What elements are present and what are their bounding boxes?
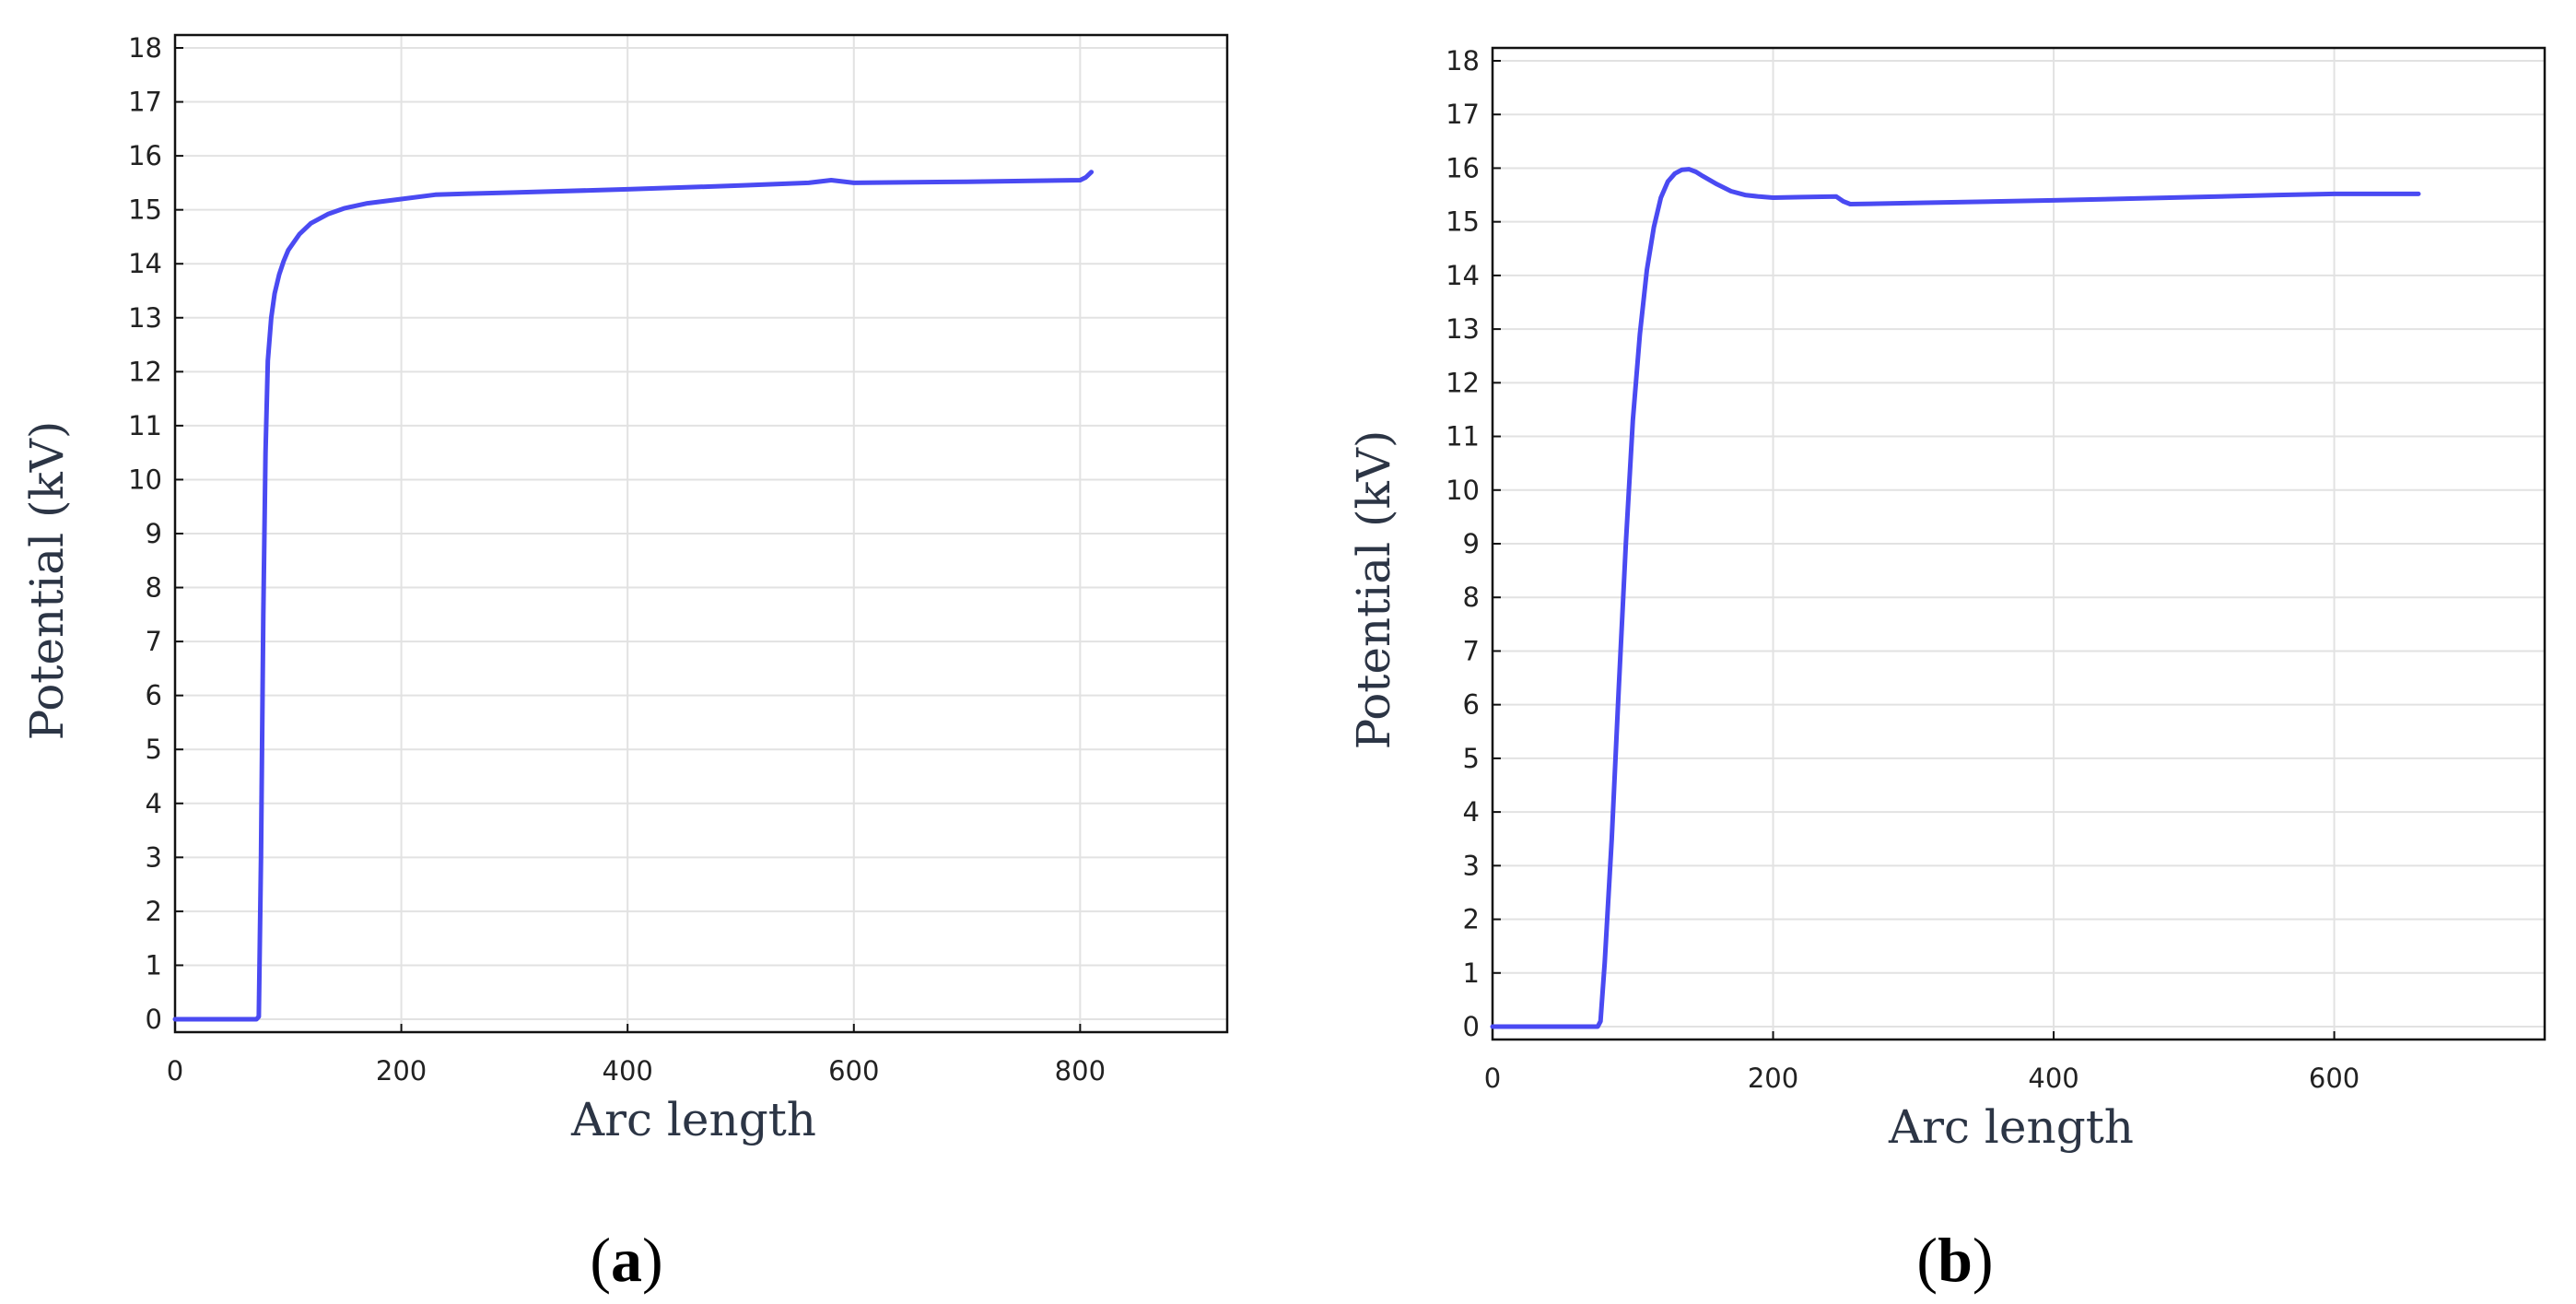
y-tick-label: 14 — [1446, 260, 1480, 291]
y-tick-label: 3 — [1463, 850, 1480, 881]
y-tick-label: 5 — [146, 734, 162, 765]
y-tick-label: 10 — [1446, 475, 1480, 506]
panel-label: (b) — [1916, 1225, 1993, 1295]
panel-label: (a) — [590, 1225, 662, 1295]
y-tick-label: 1 — [1463, 957, 1480, 989]
series-line — [1490, 167, 2421, 1029]
y-tick-label: 2 — [1463, 904, 1480, 935]
y-tick-label: 4 — [146, 788, 162, 819]
x-tick-label: 600 — [828, 1055, 879, 1087]
plot-frame — [173, 33, 1229, 1034]
y-tick-label: 9 — [1463, 528, 1480, 559]
y-tick-label: 3 — [146, 841, 162, 873]
x-tick-label: 200 — [376, 1055, 427, 1087]
y-tick-label: 6 — [1463, 689, 1480, 721]
y-tick-label: 16 — [128, 140, 162, 171]
y-tick-label: 6 — [146, 680, 162, 711]
y-tick-label: 11 — [1446, 421, 1480, 452]
y-tick-label: 2 — [146, 896, 162, 927]
y-tick-label: 0 — [1463, 1011, 1480, 1042]
y-tick-label: 8 — [146, 572, 162, 604]
y-tick-label: 14 — [128, 248, 162, 279]
y-tick-label: 5 — [1463, 743, 1480, 774]
y-tick-label: 4 — [1463, 796, 1480, 828]
y-tick-label: 13 — [128, 302, 162, 334]
series-line — [172, 170, 1095, 1022]
y-tick-label: 11 — [128, 410, 162, 441]
y-tick-label: 18 — [1446, 45, 1480, 76]
x-tick-label: 0 — [1484, 1063, 1501, 1094]
y-axis-label: Potential (kV) — [1347, 430, 1400, 750]
y-tick-label: 9 — [146, 518, 162, 549]
x-tick-label: 200 — [1748, 1063, 1798, 1094]
y-tick-label: 17 — [128, 87, 162, 118]
x-axis-label: Arc length — [570, 1093, 816, 1146]
x-tick-label: 400 — [603, 1055, 653, 1087]
y-axis-label: Potential (kV) — [20, 421, 74, 741]
y-tick-label: 13 — [1446, 313, 1480, 345]
x-axis-label: Arc length — [1888, 1100, 2134, 1154]
y-tick-label: 7 — [1463, 635, 1480, 666]
y-tick-label: 10 — [128, 464, 162, 495]
x-tick-label: 800 — [1055, 1055, 1106, 1087]
plot-frame — [1491, 46, 2547, 1041]
y-tick-label: 12 — [1446, 367, 1480, 398]
y-tick-label: 17 — [1446, 99, 1480, 130]
y-tick-label: 0 — [146, 1004, 162, 1035]
y-tick-label: 15 — [1446, 206, 1480, 238]
y-tick-label: 12 — [128, 356, 162, 387]
y-tick-label: 15 — [128, 194, 162, 226]
y-tick-label: 8 — [1463, 582, 1480, 613]
y-tick-label: 1 — [146, 949, 162, 981]
y-tick-label: 18 — [128, 32, 162, 64]
x-tick-label: 400 — [2028, 1063, 2078, 1094]
y-tick-label: 16 — [1446, 152, 1480, 183]
x-tick-label: 0 — [167, 1055, 183, 1087]
y-tick-label: 7 — [146, 626, 162, 657]
x-tick-label: 600 — [2309, 1063, 2359, 1094]
